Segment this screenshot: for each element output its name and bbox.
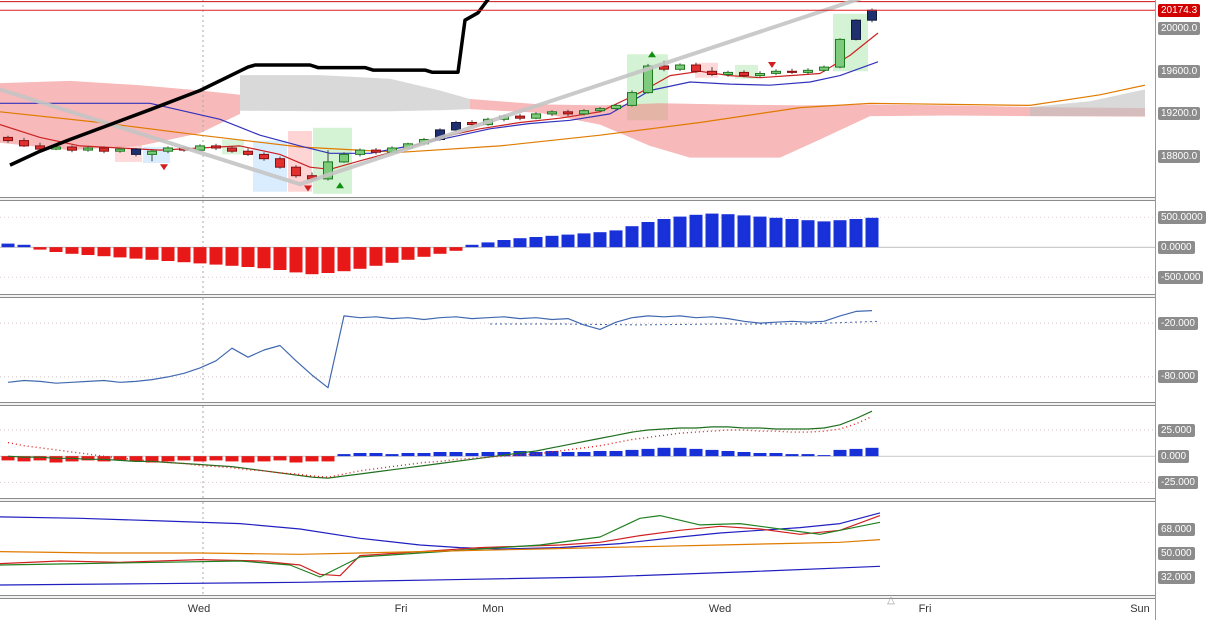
current-bar-marker-icon: △ (887, 595, 895, 606)
scale-label: 25.000 (1158, 423, 1195, 437)
scale-label: -20.000 (1158, 316, 1198, 330)
time-axis-label: Sun (1130, 603, 1150, 615)
scale-label: 32.000 (1158, 570, 1195, 584)
scale-label: 68.000 (1158, 522, 1195, 536)
time-axis-label: Wed (708, 603, 732, 615)
time-axis-label: Fri (918, 603, 932, 615)
panel-divider[interactable] (0, 595, 1155, 599)
price-scale-column[interactable]: 20174.3 20000.0 19600.0 19200.0 18800.0 500.0… (1155, 0, 1211, 620)
panel-divider[interactable] (0, 294, 1155, 298)
percent-range-oscillator-panel[interactable] (0, 298, 1155, 402)
scale-label: 18800.0 (1158, 150, 1201, 163)
scale-label: -25.000 (1158, 475, 1198, 489)
price-panel[interactable] (0, 0, 1155, 197)
scale-label: -80.000 (1158, 370, 1198, 384)
time-axis[interactable]: Wed Fri Mon Wed Fri Sun △ (0, 595, 1155, 620)
scale-label: 0.000 (1158, 449, 1190, 463)
scale-label: -500.000 (1158, 270, 1204, 284)
stochastic-lines-panel[interactable] (0, 502, 1155, 595)
panel-divider[interactable] (0, 197, 1155, 201)
panel-divider[interactable] (0, 402, 1155, 406)
current-price-label: 20174.3 (1158, 3, 1201, 17)
time-axis-label: Mon (482, 603, 504, 615)
chart-plot-area: Wed Fri Mon Wed Fri Sun △ (0, 0, 1155, 620)
scale-label: 19600.0 (1158, 64, 1201, 78)
scale-label: 500.0000 (1158, 210, 1206, 224)
macd-oscillator-panel[interactable] (0, 406, 1155, 498)
histogram-oscillator-panel[interactable] (0, 201, 1155, 294)
time-axis-label: Wed (187, 603, 211, 615)
scale-label: 0.0000 (1158, 240, 1195, 254)
scale-label: 19200.0 (1158, 107, 1201, 121)
time-axis-label: Fri (394, 603, 408, 615)
scale-label: 20000.0 (1158, 22, 1201, 36)
panel-divider[interactable] (0, 498, 1155, 502)
scale-label: 50.000 (1158, 546, 1195, 560)
